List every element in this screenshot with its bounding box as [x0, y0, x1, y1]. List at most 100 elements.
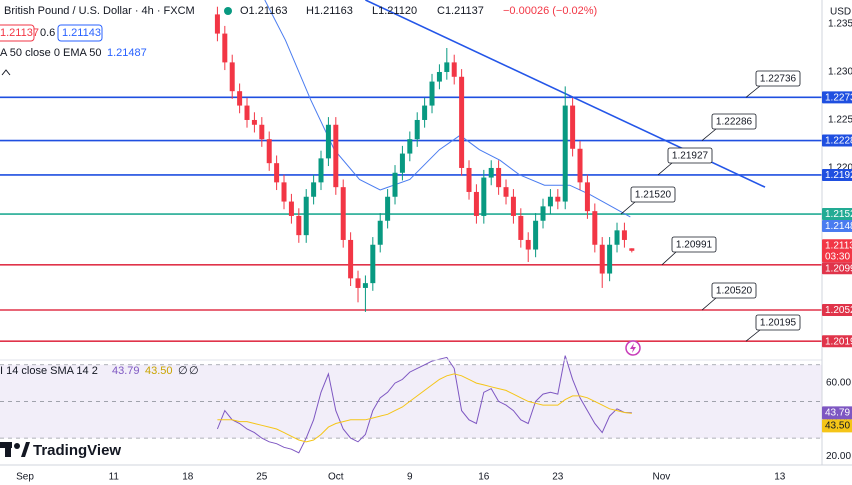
logo-shape — [14, 443, 20, 449]
y-tick-label: 20.00 — [826, 451, 851, 462]
candle-body — [451, 62, 457, 77]
candle-body — [540, 206, 546, 221]
price-tag-label: 1.21927 — [825, 170, 852, 181]
candle-body — [584, 182, 590, 212]
axis-group: 1.235 1.230 1.225 1.220 1.22736 1.22286 1.2192… — [16, 19, 852, 483]
candle-body — [251, 119, 257, 125]
candle-body — [355, 278, 361, 288]
x-tick-label: 13 — [774, 472, 786, 483]
candle-body — [274, 163, 280, 183]
candle-body — [577, 148, 583, 183]
callout-connector — [620, 201, 636, 215]
callout-connector — [701, 297, 717, 311]
callout-connector — [745, 329, 761, 342]
callout-box — [630, 186, 676, 203]
y-tick-label: 1.235 — [828, 19, 852, 30]
callout-box — [755, 314, 801, 331]
ohlc-high: H1.21163 — [306, 5, 353, 17]
candle-body — [311, 182, 317, 197]
buy-button[interactable] — [57, 24, 103, 42]
candle-body — [222, 33, 228, 63]
price-tag-label: 1.20520 — [825, 305, 852, 316]
price-tag-label: 1.21137 — [825, 240, 852, 251]
candle-body — [599, 244, 605, 274]
callout-label: 1.21520 — [635, 190, 672, 201]
sell-button[interactable] — [0, 24, 35, 42]
rsi-line — [217, 373, 632, 443]
x-tick-label: Nov — [653, 472, 671, 483]
collapse-toggle[interactable] — [1, 69, 11, 76]
candle-body — [348, 239, 354, 279]
candle-body — [436, 71, 442, 82]
candle-body — [473, 191, 479, 216]
sell-price[interactable]: 1.21137 — [0, 27, 39, 39]
callout-connector — [661, 251, 677, 266]
price-tag-label: 1.22736 — [825, 92, 852, 103]
candle-body — [318, 158, 324, 183]
symbol: British Pound / U.S. Dollar · 4h · FXCM — [4, 5, 195, 17]
callout-label: 1.21927 — [672, 151, 709, 162]
price-tag — [822, 168, 852, 181]
candle-body — [399, 153, 405, 173]
candle-body — [555, 196, 561, 202]
callout-box — [711, 113, 757, 130]
candle-body — [570, 105, 576, 149]
callout-label: 1.22286 — [716, 117, 753, 128]
candle-body — [481, 177, 487, 216]
price-tag — [822, 406, 852, 420]
callout-label: 1.20991 — [676, 240, 713, 251]
candle-body — [377, 220, 383, 245]
x-tick-label: 9 — [407, 472, 413, 483]
price-tag-label: 1.21487 — [825, 221, 852, 232]
callout-label: 1.22736 — [760, 74, 797, 85]
candle-body — [244, 105, 250, 120]
market-status — [224, 7, 232, 15]
price-tag-label: 43.50 — [825, 420, 850, 431]
price-tag-label: 1.21520 — [825, 209, 852, 220]
candle-body — [621, 230, 627, 240]
currency: USD — [830, 7, 851, 18]
candle-body — [288, 201, 294, 216]
x-tick-label: 11 — [109, 472, 120, 483]
x-tick-label: 18 — [182, 472, 194, 483]
candle-body — [392, 172, 398, 197]
candle-body — [333, 124, 339, 188]
price-tag — [822, 208, 852, 221]
brand-logo: TradingView — [0, 442, 121, 459]
candle-body — [385, 196, 391, 221]
candle-body — [592, 211, 598, 245]
ohlc-change: −0.00026 (−0.02%) — [503, 5, 597, 17]
candle-body — [503, 187, 509, 197]
candle-body — [362, 283, 368, 288]
ema-value: 1.21487 — [107, 47, 147, 59]
ohlc-close: C1.21137 — [437, 5, 484, 17]
candle-body — [281, 182, 287, 202]
candle-body — [325, 124, 331, 159]
callout-connector — [745, 85, 761, 98]
x-tick-label: 16 — [478, 472, 490, 483]
candle-body — [562, 105, 568, 202]
candle-body — [259, 124, 265, 140]
price-tag — [822, 134, 852, 147]
callout-box — [711, 282, 757, 299]
buy-price[interactable]: 1.21143 — [62, 27, 101, 39]
candle-body — [533, 220, 539, 250]
ema-legend: A 50 close 0 EMA 50 — [0, 47, 102, 59]
callout-connector — [657, 162, 673, 176]
x-tick-label: 25 — [256, 472, 268, 483]
callout-label: 1.20195 — [760, 318, 797, 329]
candle-body — [407, 139, 413, 154]
plot-area: 1.22736 1.22286 1.21927 1.21520 1.20991 1.205… — [0, 0, 822, 454]
alert-icon[interactable] — [625, 340, 641, 356]
rsi-sma-value: 43.50 — [145, 365, 173, 377]
candle-body — [422, 105, 428, 120]
y-tick-label: 1.230 — [828, 67, 852, 78]
logo-shape — [0, 442, 12, 448]
candle-body — [229, 62, 235, 92]
candle-body — [525, 239, 531, 250]
rsi-extra: ∅ — [189, 365, 199, 377]
candle-body — [370, 244, 376, 284]
alert-bolt[interactable] — [630, 343, 636, 353]
